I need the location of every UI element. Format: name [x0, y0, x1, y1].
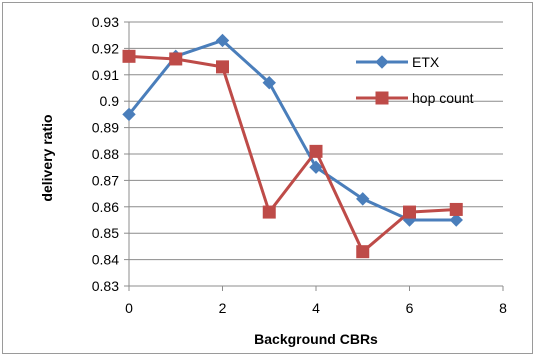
y-tick-label: 0.91 — [92, 67, 119, 83]
chart-frame — [2, 2, 533, 354]
y-tick-label: 0.83 — [92, 278, 119, 294]
axes — [124, 21, 504, 291]
x-axis-title: Background CBRs — [254, 331, 378, 347]
y-tick-label: 0.87 — [92, 172, 119, 188]
series-line — [128, 54, 457, 254]
y-tick-label: 0.85 — [92, 225, 119, 241]
x-tick-labels: 0 2 4 6 8 — [125, 300, 507, 316]
data-point — [356, 192, 370, 206]
legend-swatch-marker — [375, 91, 389, 105]
legend-item: hop count — [356, 90, 474, 106]
x-tick-label: 4 — [312, 300, 320, 316]
data-point — [449, 202, 463, 216]
x-tick-label: 0 — [125, 300, 133, 316]
y-tick-label: 0.9 — [100, 93, 120, 109]
data-point — [356, 245, 370, 259]
y-tick-label: 0.92 — [92, 40, 119, 56]
series-line — [127, 38, 457, 222]
x-tick-label: 2 — [219, 300, 227, 316]
data-point — [403, 205, 416, 219]
data-point — [309, 160, 323, 174]
legend-label: ETX — [412, 54, 440, 70]
series-hop-count — [122, 49, 463, 259]
data-point — [262, 76, 276, 90]
data-point — [309, 144, 323, 158]
data-point — [122, 49, 136, 63]
legend-item: ETX — [356, 54, 440, 70]
y-tick-label: 0.84 — [92, 252, 119, 268]
data-series — [122, 33, 463, 259]
y-tick-label: 0.93 — [92, 14, 119, 30]
legend: ETX hop count — [356, 54, 474, 106]
data-point — [215, 33, 230, 48]
x-tick-label: 6 — [406, 300, 414, 316]
data-point — [122, 107, 136, 122]
y-tick-label: 0.88 — [92, 146, 119, 162]
y-tick-label: 0.86 — [92, 199, 119, 215]
y-axis-title: delivery ratio — [39, 114, 55, 201]
y-tick-label: 0.89 — [92, 120, 119, 136]
data-point — [216, 60, 229, 74]
x-tick-label: 8 — [499, 300, 507, 316]
data-point — [169, 52, 183, 66]
legend-label: hop count — [412, 90, 474, 106]
gridlines — [129, 21, 503, 261]
data-point — [449, 213, 463, 227]
y-tick-labels: 0.83 0.84 0.85 0.86 0.87 0.88 0.89 0.9 0.91 0.92 0… — [92, 14, 119, 294]
legend-swatch-marker — [375, 55, 389, 69]
data-point — [262, 205, 276, 219]
